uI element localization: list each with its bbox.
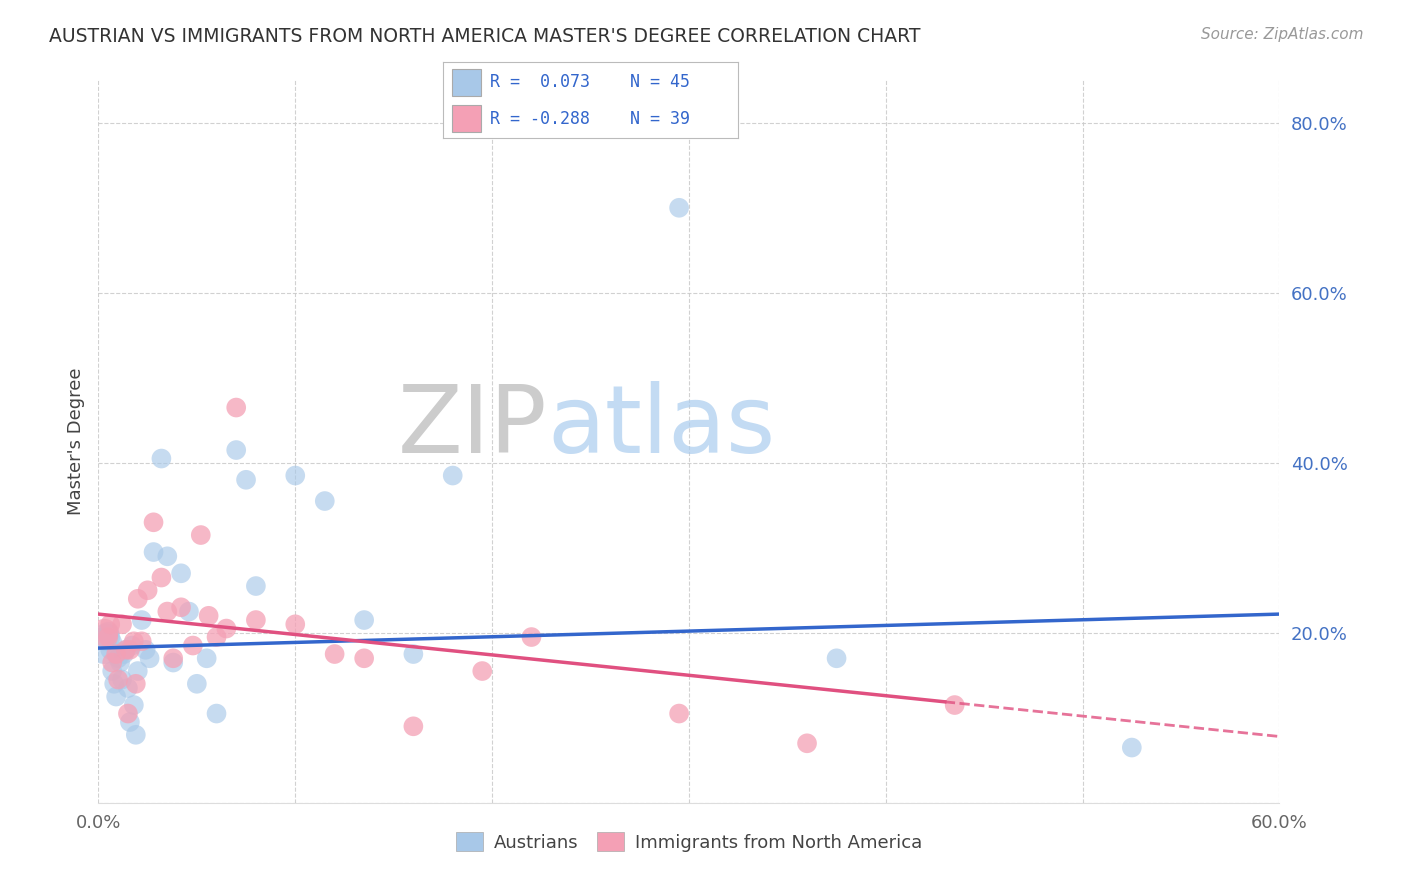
Point [156, 605, 179, 619]
Text: atlas: atlas [547, 381, 776, 473]
Point [101, 656, 124, 670]
Point [117, 681, 139, 695]
Point [225, 443, 247, 458]
Point [105, 647, 128, 661]
Point [101, 664, 124, 678]
Point [108, 656, 131, 670]
Y-axis label: Master's Degree: Master's Degree [66, 368, 84, 516]
Point [284, 617, 307, 632]
FancyBboxPatch shape [451, 69, 481, 95]
Point [125, 677, 148, 691]
Point [97, 625, 120, 640]
Point [402, 719, 425, 733]
Point [138, 651, 160, 665]
FancyBboxPatch shape [451, 105, 481, 132]
Point [441, 468, 464, 483]
Point [98, 617, 121, 632]
Text: AUSTRIAN VS IMMIGRANTS FROM NORTH AMERICA MASTER'S DEGREE CORRELATION CHART: AUSTRIAN VS IMMIGRANTS FROM NORTH AMERIC… [49, 27, 921, 45]
Point [150, 451, 173, 466]
Point [111, 617, 134, 632]
Point [215, 622, 238, 636]
Point [402, 647, 425, 661]
Point [127, 591, 149, 606]
Point [314, 494, 336, 508]
Point [142, 545, 165, 559]
Point [353, 613, 375, 627]
Point [131, 634, 153, 648]
Point [943, 698, 966, 712]
Text: Source: ZipAtlas.com: Source: ZipAtlas.com [1201, 27, 1364, 42]
Point [103, 677, 125, 691]
Point [181, 639, 204, 653]
Point [122, 698, 145, 712]
Text: R = -0.288    N = 39: R = -0.288 N = 39 [491, 110, 690, 128]
Point [471, 664, 494, 678]
Point [121, 639, 143, 653]
Point [125, 728, 148, 742]
Point [796, 736, 818, 750]
Point [107, 651, 129, 665]
Point [195, 651, 218, 665]
Point [1121, 740, 1143, 755]
Point [205, 706, 228, 721]
Point [353, 651, 375, 665]
Point [520, 630, 543, 644]
Point [97, 630, 120, 644]
Point [197, 608, 219, 623]
Point [190, 528, 212, 542]
Point [668, 706, 690, 721]
Point [96, 630, 118, 644]
Point [127, 664, 149, 678]
Point [156, 549, 179, 564]
Point [122, 634, 145, 648]
Point [235, 473, 257, 487]
Point [245, 579, 267, 593]
Point [150, 570, 173, 584]
Point [118, 642, 141, 657]
Point [323, 647, 346, 661]
Point [98, 642, 121, 657]
Point [136, 583, 159, 598]
Point [225, 401, 247, 415]
Point [111, 673, 134, 687]
Text: R =  0.073    N = 45: R = 0.073 N = 45 [491, 73, 690, 91]
Point [93, 639, 115, 653]
Point [135, 642, 157, 657]
Point [170, 600, 193, 615]
Point [205, 630, 228, 644]
Point [186, 677, 208, 691]
Point [245, 613, 267, 627]
Point [115, 642, 138, 657]
Point [112, 647, 135, 661]
Point [105, 690, 128, 704]
Point [107, 673, 129, 687]
Point [284, 468, 307, 483]
Point [131, 613, 153, 627]
Point [118, 714, 141, 729]
Legend: Austrians, Immigrants from North America: Austrians, Immigrants from North America [449, 825, 929, 859]
Point [825, 651, 848, 665]
Point [142, 516, 165, 530]
Point [170, 566, 193, 581]
Point [117, 706, 139, 721]
Point [162, 651, 184, 665]
Point [177, 605, 200, 619]
Point [115, 642, 138, 657]
Point [162, 656, 184, 670]
Point [93, 625, 115, 640]
Text: ZIP: ZIP [398, 381, 547, 473]
Point [668, 201, 690, 215]
